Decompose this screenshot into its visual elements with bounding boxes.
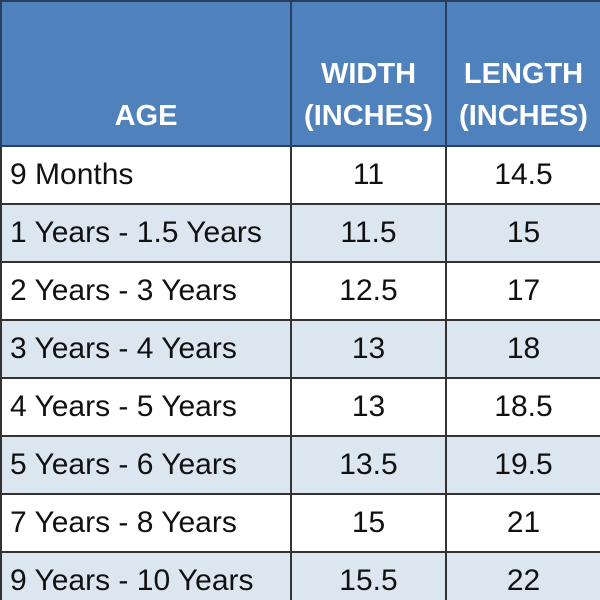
age-cell: 3 Years - 4 Years — [0, 319, 292, 379]
value-cell: 13 — [290, 377, 447, 437]
age-cell: 9 Months — [0, 145, 292, 205]
age-cell: 4 Years - 5 Years — [0, 377, 292, 437]
value-cell: 14.5 — [445, 145, 600, 205]
value-cell: 15 — [445, 203, 600, 263]
value-cell: 17 — [445, 261, 600, 321]
header-cell: AGE — [0, 0, 292, 147]
header-text: AGE — [114, 100, 178, 132]
value-cell: 11.5 — [290, 203, 447, 263]
value-cell: 18.5 — [445, 377, 600, 437]
value-cell: 13.5 — [290, 435, 447, 495]
age-cell: 1 Years - 1.5 Years — [0, 203, 292, 263]
table-row: 5 Years - 6 Years 13.5 19.5 — [0, 435, 600, 495]
age-cell: 2 Years - 3 Years — [0, 261, 292, 321]
header-text: (INCHES) — [459, 100, 588, 132]
table-row: 4 Years - 5 Years 13 18.5 — [0, 377, 600, 437]
header-cell: LENGTH (INCHES) — [445, 0, 600, 147]
value-cell: 13 — [290, 319, 447, 379]
age-cell: 9 Years - 10 Years — [0, 551, 292, 600]
table-row: 7 Years - 8 Years 15 21 — [0, 493, 600, 553]
value-cell: 19.5 — [445, 435, 600, 495]
table-body: 9 Months 11 14.5 1 Years - 1.5 Years 11.5 15 2… — [0, 145, 600, 600]
value-cell: 15.5 — [290, 551, 447, 600]
header-text: (INCHES) — [304, 100, 433, 132]
table-row: 3 Years - 4 Years 13 18 — [0, 319, 600, 379]
value-cell: 21 — [445, 493, 600, 553]
age-cell: 5 Years - 6 Years — [0, 435, 292, 495]
age-cell: 7 Years - 8 Years — [0, 493, 292, 553]
value-cell: 22 — [445, 551, 600, 600]
value-cell: 15 — [290, 493, 447, 553]
header-row: AGE WIDTH (INCHES) LENGTH (INCHES) — [0, 0, 600, 147]
table-row: 2 Years - 3 Years 12.5 17 — [0, 261, 600, 321]
value-cell: 18 — [445, 319, 600, 379]
value-cell: 12.5 — [290, 261, 447, 321]
header-text: LENGTH — [463, 58, 584, 90]
value-cell: 11 — [290, 145, 447, 205]
table-row: 9 Months 11 14.5 — [0, 145, 600, 205]
table-row: 1 Years - 1.5 Years 11.5 15 — [0, 203, 600, 263]
header-text: WIDTH — [320, 58, 417, 90]
table-row: 9 Years - 10 Years 15.5 22 — [0, 551, 600, 600]
header-cell: WIDTH (INCHES) — [290, 0, 447, 147]
